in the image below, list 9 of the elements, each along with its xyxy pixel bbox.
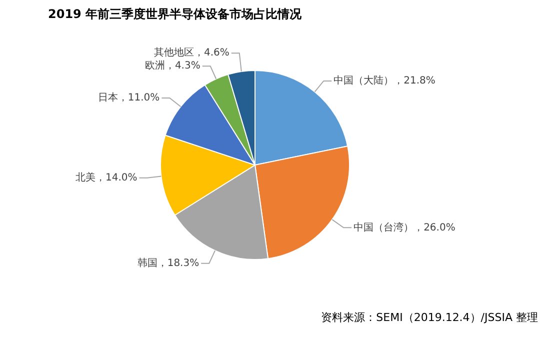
slice-label: 韩国，18.3% <box>137 256 200 269</box>
slice-label: 其他地区，4.6% <box>154 46 230 59</box>
slice-label: 中国（大陆），21.8% <box>334 74 436 87</box>
chart-title: 2019 年前三季度世界半导体设备市场占比情况 <box>48 6 302 23</box>
text: 资料来源：SEMI（2019.12.4）/JSSIA 整理 <box>321 310 538 325</box>
slice-label: 欧洲，4.3% <box>144 60 200 72</box>
slice-label: 日本，11.0% <box>98 92 160 104</box>
slice-label: 中国（台湾），26.0% <box>354 221 456 234</box>
slice-label: 北美，14.0% <box>75 172 138 184</box>
